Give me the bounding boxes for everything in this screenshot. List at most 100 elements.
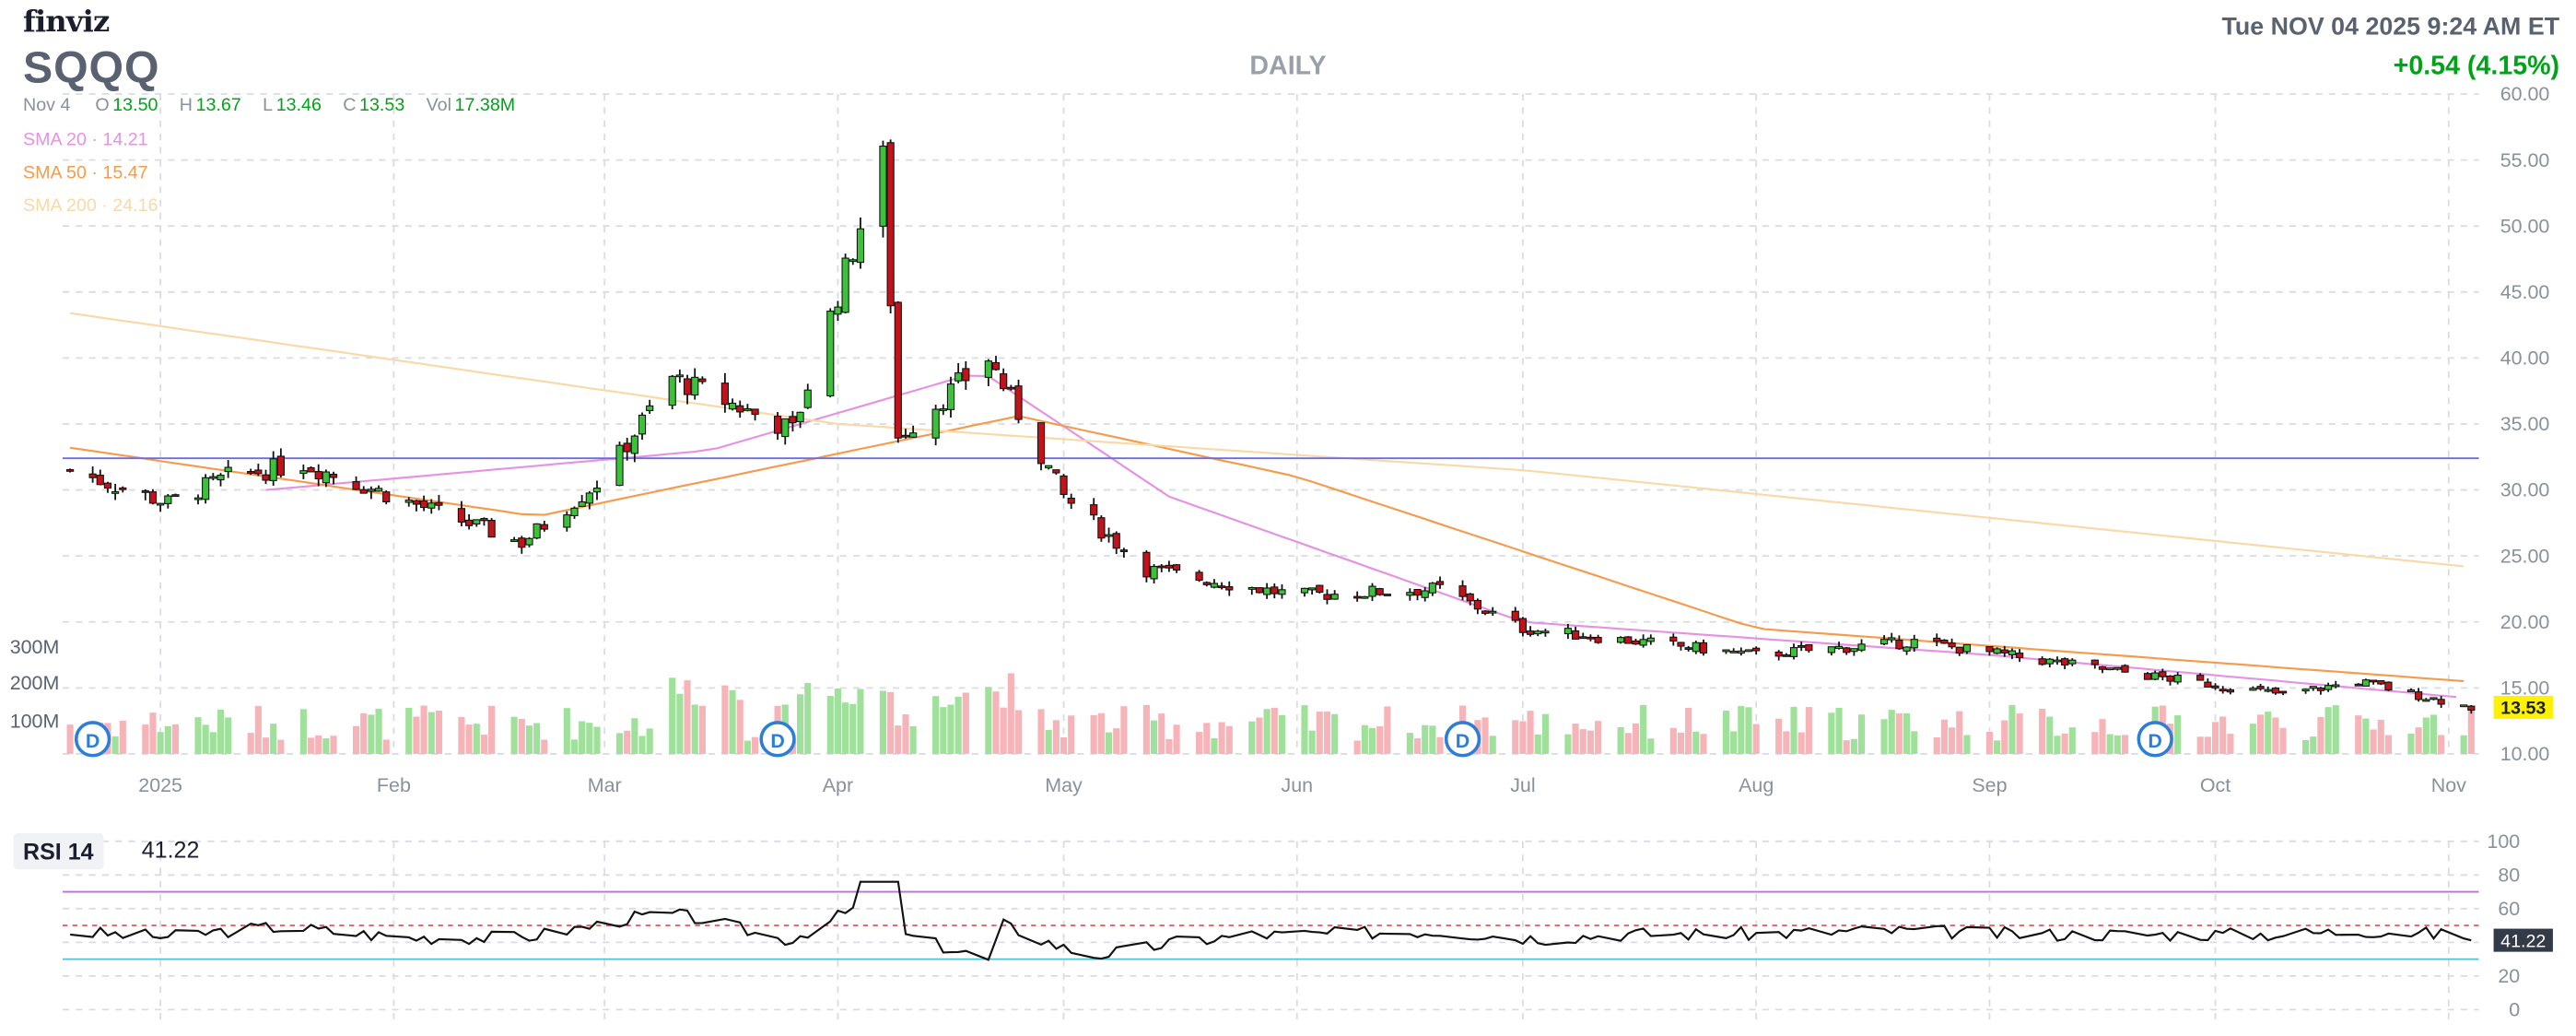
volume-bar: [525, 725, 533, 754]
candle-body: [427, 502, 436, 509]
volume-bar: [1151, 720, 1158, 754]
volume-bar: [1376, 725, 1384, 754]
volume-bar: [1007, 673, 1014, 754]
candle-body: [1112, 533, 1120, 549]
candle-body: [2332, 684, 2340, 688]
candle-body: [103, 482, 112, 489]
candle-body: [2045, 658, 2054, 665]
candle-body: [2121, 665, 2129, 673]
candle-body: [1489, 610, 1497, 614]
quote-datetime: Tue NOV 04 2025 9:24 AM ET: [2221, 13, 2560, 41]
dividend-icon: [2137, 721, 2173, 758]
close-label: C: [343, 95, 357, 116]
volume-bar: [149, 712, 157, 754]
candle-body: [834, 306, 842, 315]
sma50-value: 15.47: [102, 163, 148, 183]
volume-bar: [217, 709, 225, 754]
volume-bar: [1113, 728, 1120, 754]
volume-bar: [1060, 736, 1068, 754]
volume-bar: [164, 725, 171, 754]
sma-line: [70, 312, 2465, 568]
volume-bar: [1880, 719, 1888, 754]
volume-bar: [2054, 736, 2061, 754]
candle-body: [826, 311, 835, 397]
volume-bar: [1797, 732, 1805, 754]
volume-bar: [1911, 731, 1918, 754]
candle-body: [1843, 647, 1851, 653]
volume-bar: [736, 700, 744, 754]
candle-body: [404, 500, 413, 503]
candle-body: [698, 378, 707, 383]
volume-bar: [1270, 707, 1278, 754]
volume-bar: [1632, 723, 1640, 754]
finviz-logo[interactable]: finviz: [23, 5, 110, 40]
volume-bar: [579, 721, 586, 754]
volume-bar: [744, 740, 751, 754]
candle-body: [1270, 586, 1279, 595]
candle-body: [1579, 636, 1587, 640]
candle-body: [773, 416, 782, 434]
volume-bar: [1045, 730, 1052, 754]
volume-bar: [1000, 707, 1007, 754]
rsi-tick-label: 0: [2509, 999, 2520, 1021]
volume-bar: [1745, 707, 1752, 754]
candle-body: [1157, 565, 1165, 569]
candle-body: [1526, 630, 1535, 635]
volume-bar: [533, 723, 541, 754]
candle-body: [1473, 599, 1481, 610]
volume-bar: [1963, 735, 1971, 754]
candle-body: [419, 500, 428, 509]
volume-bar: [405, 707, 413, 754]
candle-body: [1857, 643, 1866, 651]
candle-body: [2166, 675, 2174, 682]
dividend-marker-label: D: [770, 730, 784, 752]
volume-bar: [2279, 727, 2287, 754]
volume-bar: [420, 705, 427, 754]
candle-body: [314, 471, 322, 480]
timeframe-label: DAILY: [1249, 53, 1327, 81]
sma200-legend[interactable]: SMA 200 · 24.16: [23, 195, 158, 217]
candle-body: [1910, 639, 1918, 649]
candle-body: [879, 145, 887, 227]
candle-body: [1172, 564, 1181, 571]
sma20-value: 14.21: [102, 130, 148, 150]
volume-bar: [1263, 709, 1270, 754]
candle-body: [1406, 592, 1414, 596]
volume-bar: [1541, 713, 1549, 754]
rsi-label[interactable]: RSI 14: [13, 832, 104, 870]
candle-body: [984, 360, 992, 378]
volume-bar: [1090, 714, 1097, 754]
rsi-tick-label: 80: [2498, 864, 2520, 886]
volume-bar: [563, 708, 570, 754]
candle-body: [510, 539, 519, 542]
dividend-marker-label: D: [2148, 730, 2161, 752]
candle-body: [2173, 675, 2182, 683]
candle-body: [563, 514, 571, 528]
last-price-badge: [2493, 695, 2553, 719]
candle-body: [1518, 618, 1528, 633]
volume-bar: [1120, 706, 1128, 754]
candle-body: [1165, 564, 1174, 569]
sma20-legend[interactable]: SMA 20 · 14.21: [23, 130, 148, 150]
volume-bar: [1256, 717, 1263, 754]
volume-bar: [2430, 714, 2438, 754]
volume-bar: [1700, 734, 1707, 754]
candle-body: [1000, 373, 1008, 390]
volume-bar: [1248, 721, 1256, 754]
volume-bar: [1218, 722, 1225, 754]
high-value: 13.67: [195, 95, 241, 116]
volume-bar: [1361, 724, 1368, 754]
candle-body: [2354, 683, 2362, 687]
price-tick-label: 10.00: [2500, 743, 2550, 765]
candle-body: [939, 408, 947, 411]
candle-body: [2384, 681, 2393, 691]
volume-value: 17.38M: [454, 95, 516, 116]
volume-bar: [797, 694, 804, 754]
volume-bar: [1052, 720, 1060, 754]
volume-bar: [1037, 709, 1045, 754]
sma50-legend[interactable]: SMA 50 · 15.47: [23, 163, 148, 183]
candle-body: [299, 470, 308, 475]
volume-bar: [1895, 712, 1903, 754]
candle-body: [2016, 653, 2024, 658]
